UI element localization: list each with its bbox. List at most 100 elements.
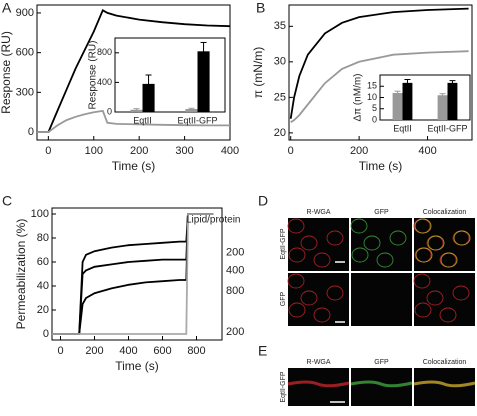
column-label: GFP: [374, 209, 389, 216]
cell-outline: [413, 273, 431, 289]
membrane-signal: [350, 380, 413, 388]
cell-outline: [351, 247, 369, 263]
cell-outline: [287, 218, 305, 234]
line-label: 800: [226, 285, 244, 297]
cell-outline: [287, 273, 305, 289]
data-line: [290, 50, 469, 123]
y-tick-label: 30: [274, 56, 286, 68]
legend-title: Lipid/protein: [186, 215, 240, 226]
data-line: [37, 9, 231, 133]
plot-frame: [114, 37, 226, 113]
x-tick-label: EqtII-GFP: [427, 123, 467, 133]
plot-frame: [288, 4, 473, 141]
bar: [142, 83, 155, 112]
cell-outline: [415, 247, 433, 263]
y-tick-label: 100: [31, 208, 49, 220]
y-tick-label: 0: [43, 328, 49, 340]
y-axis-label: π (mN/m): [251, 47, 265, 99]
y-axis-label: Response (RU): [88, 41, 99, 110]
cell-outline: [389, 230, 407, 246]
data-line: [52, 213, 214, 335]
x-tick-label: 400: [221, 145, 239, 157]
y-tick-label: 80: [37, 232, 49, 244]
bar: [447, 82, 458, 120]
y-tick-label: 600: [16, 47, 34, 59]
x-tick-label: 200: [130, 145, 148, 157]
x-tick-label: 0: [288, 145, 294, 157]
cell-outline: [363, 235, 381, 251]
y-tick-label: 900: [16, 7, 34, 19]
y-tick-label: 400: [97, 77, 112, 87]
column-label: R-WGA: [306, 209, 330, 216]
cell-outline: [452, 285, 470, 301]
y-tick-label: 20: [274, 127, 286, 139]
data-line: [52, 213, 214, 335]
cell-outline: [300, 290, 318, 306]
line-label: 400: [226, 265, 244, 277]
bar: [437, 95, 448, 120]
y-tick-label: 35: [274, 20, 286, 32]
membrane-signal: [287, 380, 350, 388]
plot-frame: [36, 4, 231, 141]
y-tick-label: 0: [28, 126, 34, 138]
micrograph: [351, 368, 412, 406]
y-axis-label: Δπ (nM/m): [353, 73, 364, 121]
panel-label: B: [256, 0, 265, 16]
column-label: Colocalization: [423, 209, 467, 216]
cell-outline: [288, 302, 306, 318]
cell-outline: [288, 247, 306, 263]
x-tick-label: 400: [119, 345, 137, 357]
micrograph: [414, 273, 475, 326]
cell-outline: [414, 218, 432, 234]
row-label: EqtII-GFP: [280, 228, 287, 259]
y-tick-label: 10: [367, 92, 377, 102]
x-tick-label: 100: [85, 145, 103, 157]
plot-frame: [51, 207, 223, 341]
cell-outline: [300, 235, 318, 251]
y-tick-label: 15: [367, 81, 377, 91]
y-tick-label: 60: [37, 256, 49, 268]
y-axis-label: Permeabilization (%): [14, 219, 28, 330]
x-tick-label: EqtII: [393, 123, 412, 133]
y-tick-label: 300: [16, 86, 34, 98]
bar: [197, 51, 210, 112]
cell-outline: [453, 230, 471, 246]
data-line: [37, 109, 230, 133]
panel-label: C: [2, 193, 12, 209]
micrograph: [351, 218, 412, 271]
x-axis-label: Time (s): [115, 359, 159, 373]
cell-outline: [313, 252, 331, 268]
row-label: EqtII-GFP: [280, 371, 287, 402]
x-tick-label: 0: [57, 345, 63, 357]
y-tick-label: 25: [274, 91, 286, 103]
y-tick-label: 800: [97, 47, 112, 57]
column-label: Colocalization: [423, 359, 467, 366]
x-tick-label: 0: [45, 145, 51, 157]
panel-label: D: [258, 193, 268, 209]
x-tick-label: EqtII: [133, 115, 152, 125]
data-line: [52, 213, 214, 335]
y-tick-label: 0: [107, 106, 112, 116]
membrane-signal: [413, 380, 476, 388]
cell-outline: [313, 307, 331, 323]
cell-outline: [326, 285, 344, 301]
data-line: [52, 213, 214, 335]
y-tick-label: 20: [37, 304, 49, 316]
panel-label: A: [2, 0, 12, 16]
x-tick-label: 800: [187, 345, 205, 357]
cell-outline: [326, 230, 344, 246]
micrograph: [288, 273, 349, 326]
column-label: GFP: [374, 359, 389, 366]
x-tick-label: 200: [85, 345, 103, 357]
line-label: 200: [226, 247, 244, 259]
micrograph: [288, 218, 349, 271]
cell-outline: [376, 252, 394, 268]
micrograph: [288, 368, 349, 406]
y-tick-label: 40: [37, 280, 49, 292]
y-axis-label: Response (RU): [0, 31, 13, 114]
micrograph: [351, 273, 412, 326]
x-tick-label: 400: [418, 145, 436, 157]
x-tick-label: 600: [153, 345, 171, 357]
x-axis-label: Time (s): [359, 159, 403, 173]
